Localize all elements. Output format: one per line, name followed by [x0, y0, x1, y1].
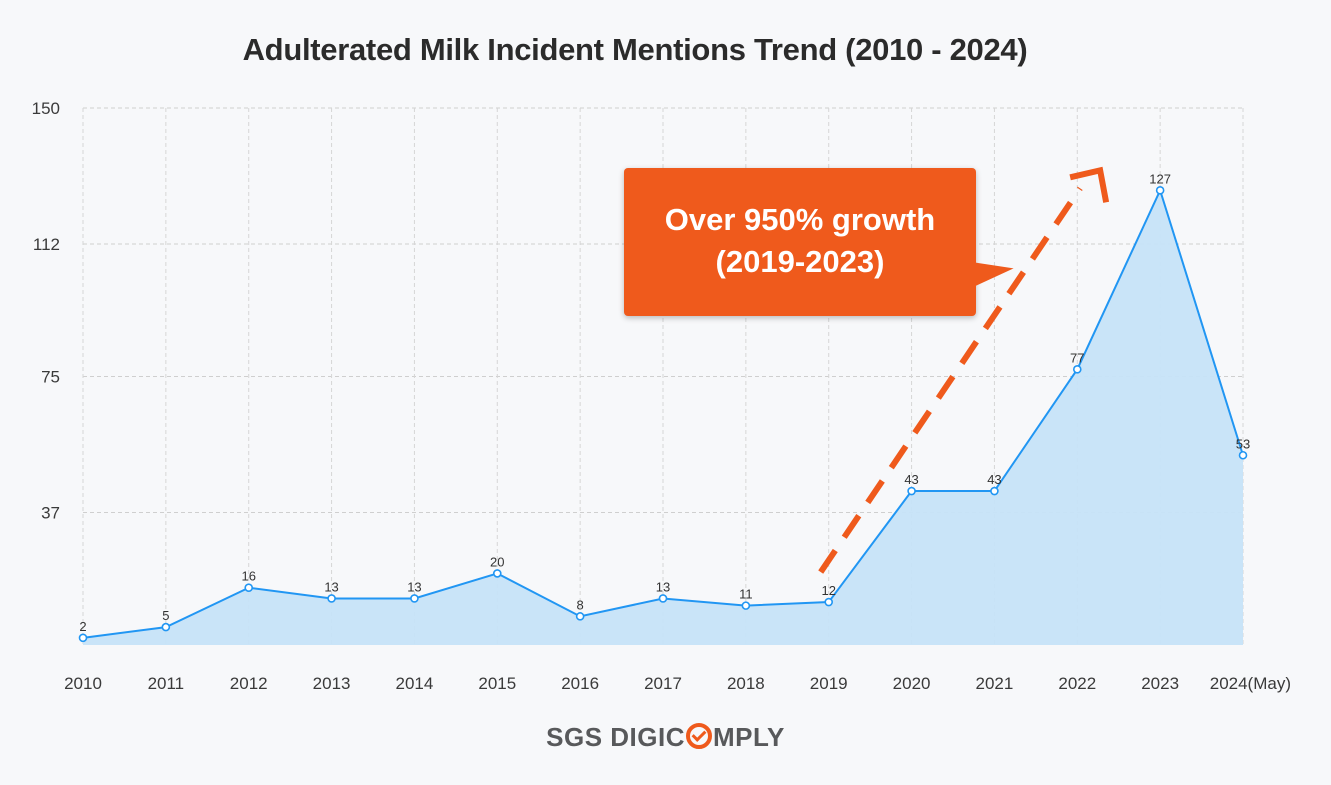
- data-label-2022: 77: [1070, 350, 1084, 365]
- label-layer: 2 5 16 13 13 20 8 13 11 12 43 43 77 127 53: [79, 171, 1250, 634]
- x-tick-label-2014: 2014: [396, 674, 434, 693]
- data-point-2010: [78, 633, 88, 643]
- x-tick-label-2015: 2015: [478, 674, 516, 693]
- y-tick-label-150: 150: [32, 99, 60, 118]
- y-tick-label-112: 112: [33, 235, 60, 254]
- data-label-2010: 2: [79, 619, 86, 634]
- checkmark-ring-icon: [686, 723, 712, 749]
- series-area-fill: [83, 190, 1243, 645]
- x-tick-label-2022: 2022: [1058, 674, 1096, 693]
- data-point-2024(May): [1238, 450, 1248, 460]
- growth-callout: Over 950% growth (2019-2023): [624, 168, 976, 316]
- x-tick-label-2023: 2023: [1141, 674, 1179, 693]
- point-layer: [78, 186, 1248, 643]
- x-tick-label-2019: 2019: [810, 674, 848, 693]
- data-label-2016: 8: [577, 597, 584, 612]
- data-label-2011: 5: [162, 608, 169, 623]
- data-point-2017: [658, 594, 668, 603]
- data-label-2017: 13: [656, 579, 670, 594]
- data-point-2022: [1072, 365, 1082, 374]
- data-point-2023: [1155, 186, 1165, 195]
- brand-text-1: SGS DIGIC: [546, 722, 685, 752]
- y-tick-label-37: 37: [41, 504, 60, 523]
- x-tick-label-2024(May): 2024(May): [1210, 674, 1291, 693]
- data-point-2019: [824, 597, 834, 607]
- area-layer: [83, 190, 1243, 645]
- x-tick-label-2018: 2018: [727, 674, 765, 693]
- data-point-2012: [244, 583, 254, 593]
- y-tick-label-75: 75: [41, 368, 60, 387]
- brand-text-2: MPLY: [713, 722, 785, 752]
- data-label-2024(May): 53: [1236, 436, 1250, 451]
- data-point-2021: [990, 486, 999, 496]
- data-point-2016: [575, 612, 585, 621]
- x-tick-label-2021: 2021: [976, 674, 1014, 693]
- data-point-2018: [741, 601, 751, 610]
- brand-logo: SGS DIGIC MPLY: [0, 722, 1331, 753]
- x-tick-label-2013: 2013: [313, 674, 351, 693]
- data-label-2013: 13: [324, 579, 338, 594]
- data-label-2021: 43: [987, 472, 1001, 487]
- chart-title: Adulterated Milk Incident Mentions Trend…: [242, 32, 1028, 67]
- x-tick-label-2011: 2011: [148, 674, 185, 693]
- growth-arrow-layer: [818, 166, 1110, 574]
- data-label-2012: 16: [241, 569, 255, 584]
- data-label-2023: 127: [1149, 171, 1171, 186]
- x-tick-label-2010: 2010: [64, 674, 102, 693]
- data-label-2014: 13: [407, 579, 421, 594]
- callout-line-2: (2019-2023): [715, 244, 885, 279]
- x-tick-label-2020: 2020: [893, 674, 931, 693]
- x-tick-label-2012: 2012: [230, 674, 268, 693]
- x-tick-label-2016: 2016: [561, 674, 599, 693]
- growth-arrow-shaft: [818, 186, 1083, 574]
- data-point-2015: [492, 569, 502, 578]
- callout-line-1: Over 950% growth: [664, 202, 936, 237]
- data-label-2015: 20: [490, 554, 504, 569]
- data-point-2011: [161, 622, 171, 632]
- growth-arrow-head: [1069, 166, 1110, 203]
- data-label-2019: 12: [821, 583, 835, 598]
- data-point-2013: [327, 594, 336, 603]
- data-point-2020: [907, 486, 916, 496]
- data-label-2020: 43: [904, 472, 918, 487]
- x-tick-label-2017: 2017: [644, 674, 682, 693]
- data-label-2018: 11: [739, 587, 753, 602]
- data-point-2014: [410, 594, 419, 603]
